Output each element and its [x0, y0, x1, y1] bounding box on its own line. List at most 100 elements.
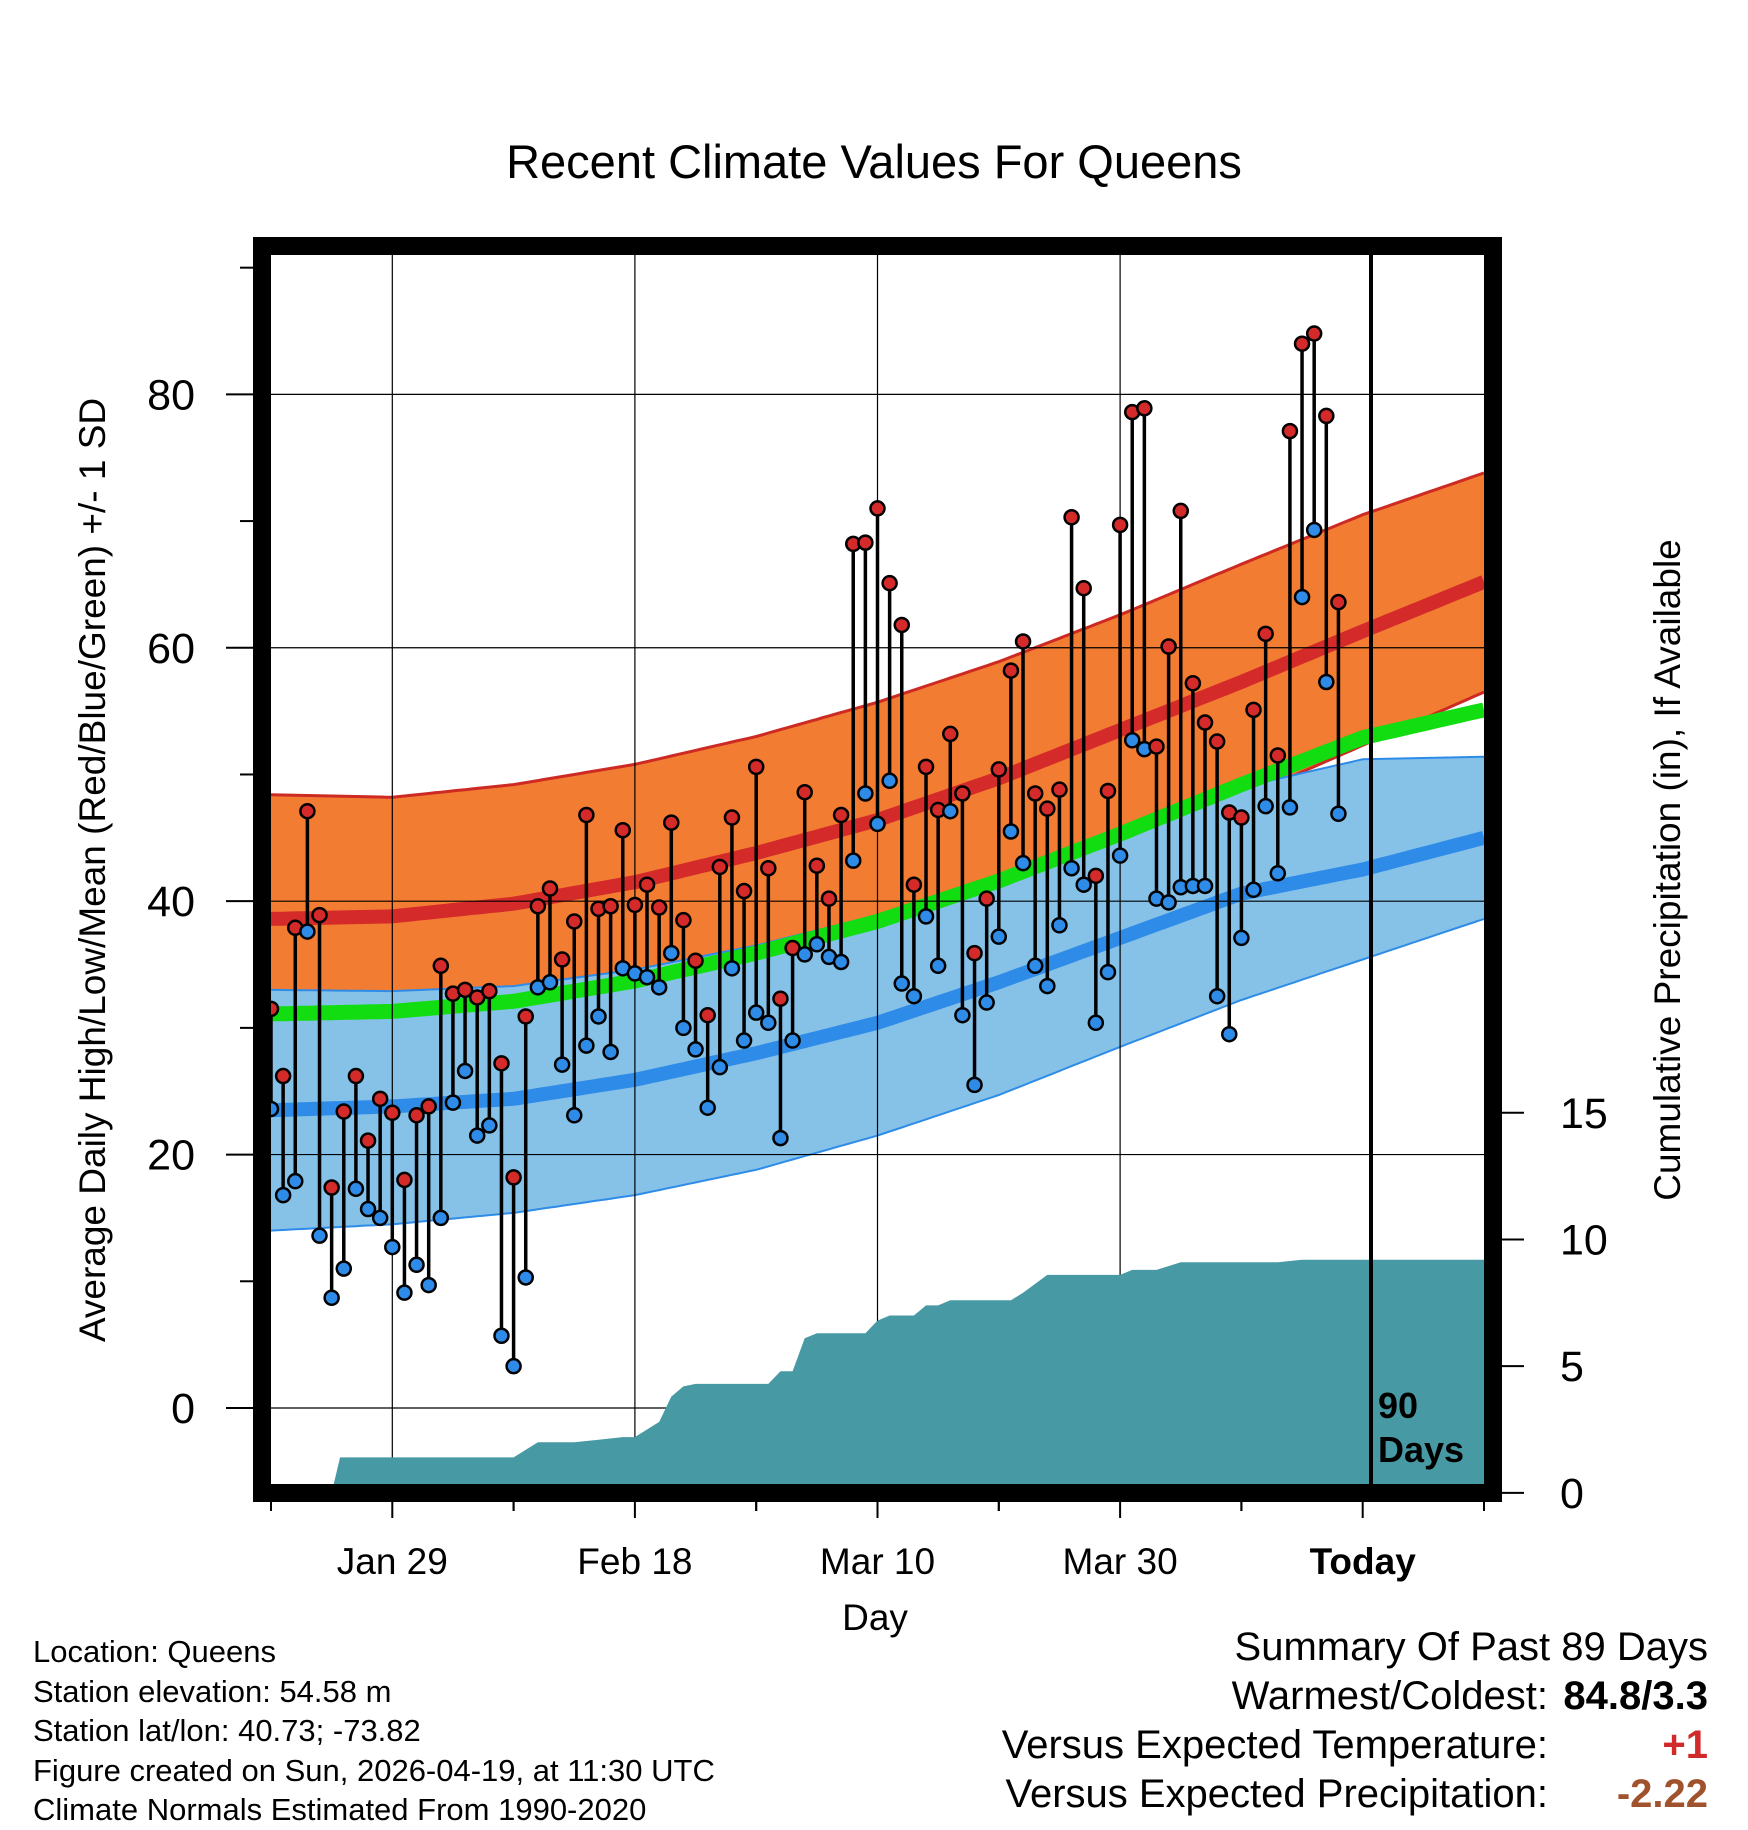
summary-panel: Summary Of Past 89 Days Warmest/Coldest:… [808, 1625, 1708, 1821]
high-temp-point [566, 913, 583, 930]
low-temp-point [1026, 957, 1044, 975]
high-temp-point [347, 1067, 365, 1085]
high-temp-point [517, 1008, 534, 1025]
low-temp-point [808, 936, 826, 953]
high-temp-point [711, 858, 729, 876]
low-temp-point [1111, 847, 1129, 864]
high-temp-point [359, 1132, 377, 1149]
low-temp-point [517, 1269, 534, 1286]
axis-ticks: 0 20 40 60 80 0 5 10 15 Jan 29 Feb 18 Mar 10 Mar 30 T… [147, 266, 1608, 1582]
high-temp-point [274, 1067, 292, 1085]
high-temp-point [966, 944, 983, 962]
high-temp-point [1293, 335, 1311, 352]
low-temp-point [1014, 854, 1032, 872]
y-tick-label: 80 [147, 371, 195, 419]
station-info: Location: Queens Station elevation: 54.5… [33, 1632, 715, 1830]
y2-tick-label: 5 [1560, 1343, 1584, 1391]
low-temp-point [347, 1180, 365, 1198]
high-temp-point [1245, 701, 1262, 719]
plot-frame [253, 237, 1502, 1502]
elevation-text: Station elevation: 54.58 m [33, 1673, 392, 1709]
high-temp-point [687, 952, 704, 969]
low-temp-point [553, 1056, 571, 1073]
low-temp-point [954, 1006, 971, 1024]
high-temp-point [990, 761, 1008, 778]
low-temp-point [978, 994, 995, 1011]
high-temp-point [371, 1090, 389, 1108]
summary-title-row: Summary Of Past 89 Days [808, 1625, 1708, 1674]
high-temp-point [723, 809, 741, 826]
x-tick-label: Mar 10 [820, 1541, 935, 1582]
high-temp-point [638, 876, 656, 893]
low-temp-point [1293, 588, 1311, 606]
low-temp-point [432, 1209, 450, 1227]
low-temp-point [493, 1327, 510, 1345]
low-temp-point [1208, 987, 1226, 1005]
high-temp-point [1172, 502, 1189, 520]
high-temp-point [699, 1006, 716, 1024]
low-temp-point [1087, 1014, 1105, 1032]
low-temp-point [711, 1058, 729, 1076]
high-temp-point [1196, 714, 1214, 731]
temp-row: Versus Expected Temperature: +1 [808, 1723, 1708, 1772]
low-temp-point [456, 1062, 474, 1080]
high-temp-point [735, 882, 753, 900]
low-temp-point [1196, 877, 1214, 895]
high-temp-point [808, 857, 826, 874]
low-temp-point [699, 1099, 716, 1116]
y2-tick-label: 10 [1560, 1216, 1608, 1264]
high-temp-point [1257, 625, 1274, 643]
high-temp-point [760, 859, 777, 877]
high-temp-point [505, 1169, 522, 1186]
high-temp-point [384, 1104, 401, 1122]
low-temp-point [1221, 1025, 1238, 1043]
high-temp-point [675, 911, 692, 929]
x-tick-label: Jan 29 [337, 1541, 448, 1582]
high-temp-point [1148, 738, 1165, 755]
high-temp-point [1269, 747, 1287, 764]
warmest-value: 84.8/3.3 [1563, 1674, 1708, 1718]
low-temp-point [1245, 881, 1262, 899]
low-temp-point [384, 1238, 401, 1256]
y2-tick-label: 15 [1560, 1090, 1608, 1138]
high-temp-point [1111, 516, 1129, 534]
low-temp-point [723, 960, 741, 977]
low-temp-point [287, 1172, 304, 1190]
low-temp-point [299, 923, 316, 940]
x-axis-label: Day [842, 1597, 908, 1638]
high-temp-point [820, 890, 838, 907]
high-temp-point [832, 806, 850, 824]
low-temp-point [832, 953, 850, 971]
low-temp-point [1281, 799, 1299, 816]
low-temp-point [772, 1129, 789, 1147]
high-temp-point [1305, 325, 1323, 342]
low-temp-point [1330, 805, 1347, 823]
high-temp-point [299, 802, 316, 820]
low-temp-point [905, 987, 923, 1005]
low-temp-point [1075, 876, 1092, 893]
high-temp-point [420, 1098, 437, 1115]
high-temp-point [1233, 809, 1250, 826]
high-temp-point [529, 897, 547, 915]
high-temp-point [1318, 407, 1335, 425]
high-temp-point [1026, 785, 1044, 802]
x-tick-label: Feb 18 [577, 1541, 692, 1582]
low-temp-point [917, 908, 935, 925]
high-temp-point [1281, 422, 1299, 440]
low-temp-point [990, 928, 1008, 945]
temp-label: Versus Expected Temperature: [1001, 1723, 1548, 1767]
low-temp-point [468, 1127, 486, 1144]
low-temp-point [408, 1256, 425, 1274]
latlon-text: Station lat/lon: 40.73; -73.82 [33, 1713, 421, 1748]
low-temp-point [844, 852, 862, 869]
high-temp-point [747, 758, 765, 776]
high-temp-point [1184, 674, 1202, 692]
high-temp-point [408, 1107, 425, 1124]
low-temp-point [1305, 521, 1323, 539]
low-temp-point [650, 979, 668, 996]
y-tick-label: 40 [147, 878, 195, 926]
high-temp-point [650, 899, 668, 916]
high-temp-point [905, 876, 923, 893]
high-temp-point [1330, 593, 1347, 611]
